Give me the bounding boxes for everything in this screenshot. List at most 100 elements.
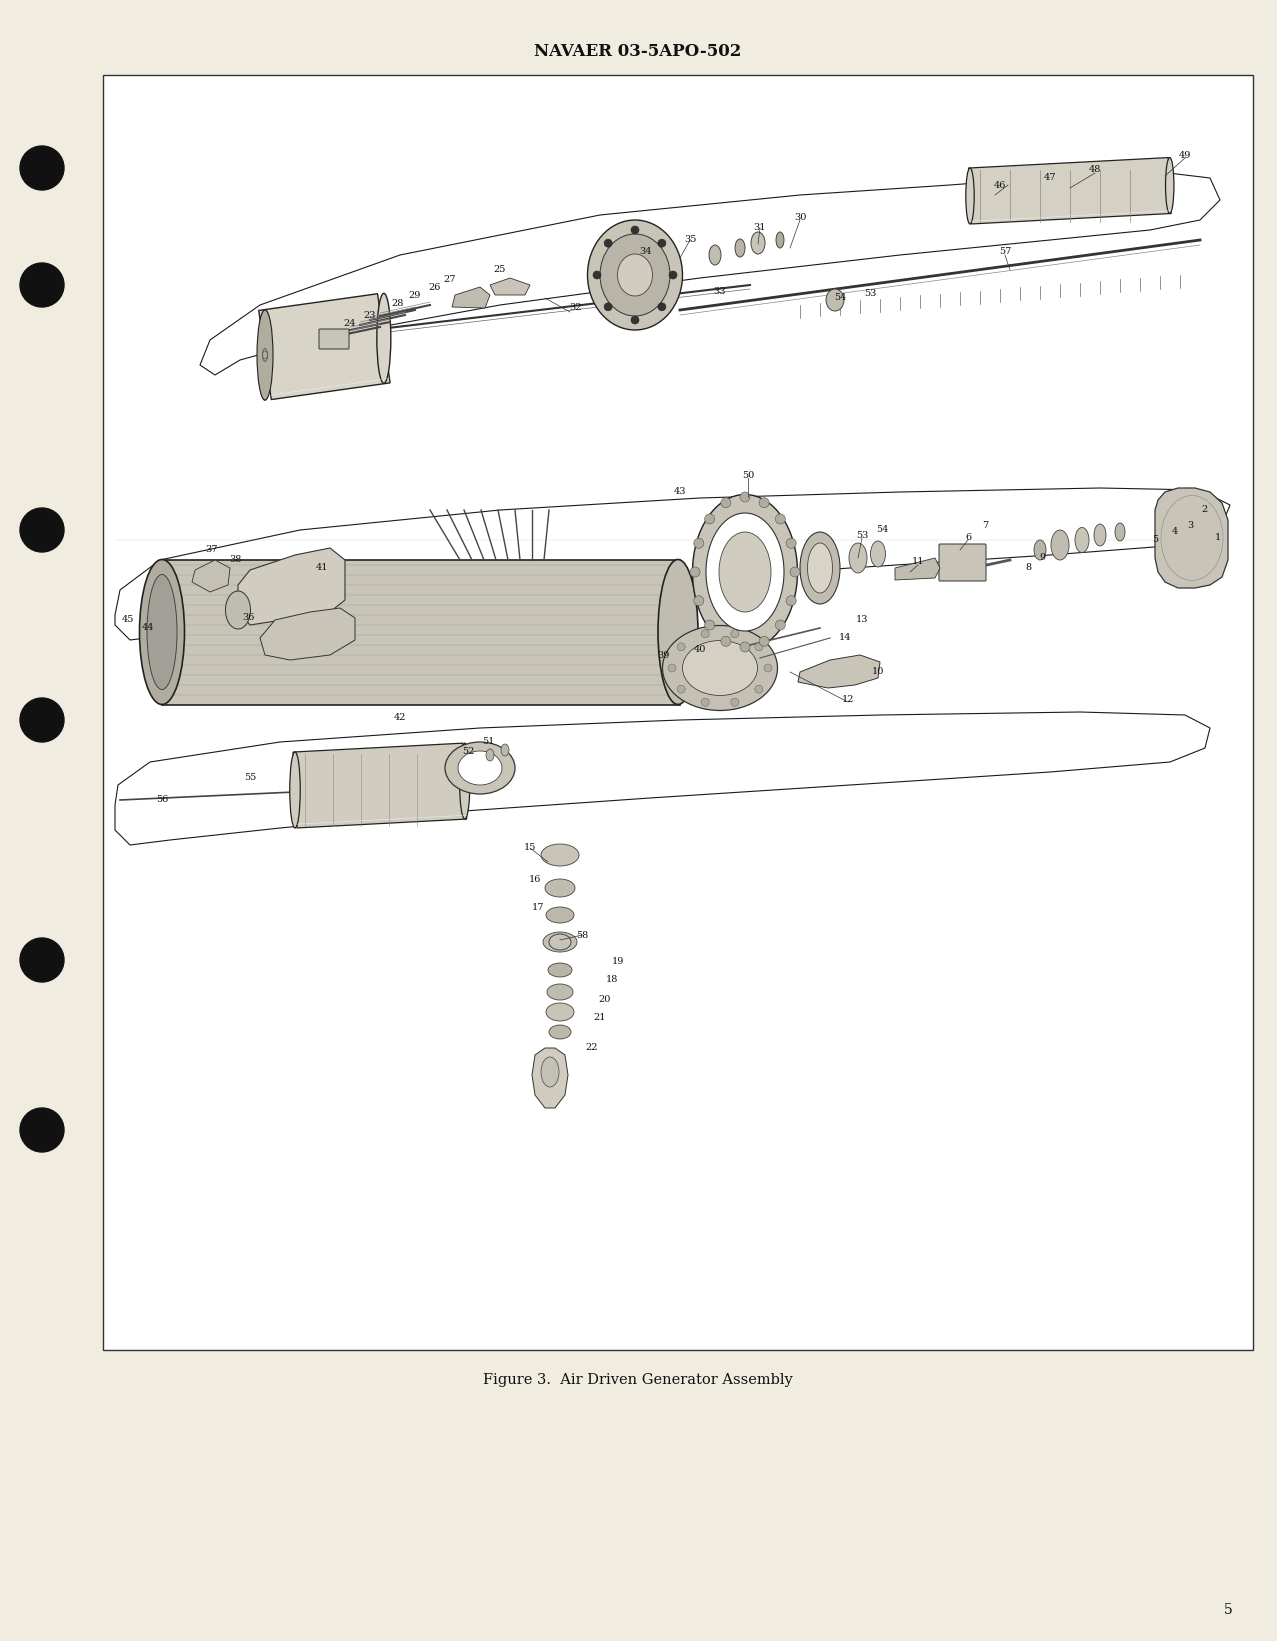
Polygon shape bbox=[192, 560, 230, 592]
Text: 37: 37 bbox=[206, 545, 218, 555]
Ellipse shape bbox=[547, 907, 573, 922]
Ellipse shape bbox=[965, 167, 974, 225]
Text: 38: 38 bbox=[229, 556, 241, 565]
Bar bbox=[103, 75, 1253, 1351]
Circle shape bbox=[20, 697, 64, 742]
Text: 9: 9 bbox=[1039, 553, 1045, 563]
Polygon shape bbox=[292, 743, 467, 829]
Ellipse shape bbox=[776, 231, 784, 248]
Circle shape bbox=[790, 568, 799, 578]
Polygon shape bbox=[533, 1049, 568, 1108]
Text: 3: 3 bbox=[1186, 520, 1193, 530]
Text: 5: 5 bbox=[1223, 1603, 1232, 1616]
Text: 50: 50 bbox=[742, 471, 755, 479]
Circle shape bbox=[631, 317, 638, 323]
Text: 48: 48 bbox=[1089, 166, 1101, 174]
Text: 18: 18 bbox=[605, 975, 618, 985]
Text: 46: 46 bbox=[994, 181, 1006, 189]
Circle shape bbox=[658, 304, 665, 310]
Ellipse shape bbox=[545, 880, 575, 898]
Circle shape bbox=[787, 538, 796, 548]
Text: 28: 28 bbox=[392, 300, 405, 309]
Text: 55: 55 bbox=[244, 773, 257, 783]
Text: 11: 11 bbox=[912, 558, 925, 566]
Ellipse shape bbox=[258, 310, 272, 400]
Ellipse shape bbox=[543, 932, 577, 952]
Ellipse shape bbox=[719, 532, 771, 612]
Text: 17: 17 bbox=[531, 904, 544, 912]
Circle shape bbox=[730, 630, 739, 638]
Text: 33: 33 bbox=[714, 287, 727, 297]
Ellipse shape bbox=[501, 743, 510, 757]
Text: 20: 20 bbox=[599, 996, 612, 1004]
Ellipse shape bbox=[547, 1003, 573, 1021]
Text: 32: 32 bbox=[568, 304, 581, 312]
Text: 42: 42 bbox=[393, 714, 406, 722]
Ellipse shape bbox=[709, 245, 722, 264]
Text: 4: 4 bbox=[1172, 527, 1179, 537]
Circle shape bbox=[604, 240, 612, 248]
Text: 16: 16 bbox=[529, 876, 541, 884]
Circle shape bbox=[593, 271, 601, 279]
Circle shape bbox=[755, 686, 762, 693]
Circle shape bbox=[720, 637, 730, 647]
Polygon shape bbox=[259, 294, 389, 399]
Circle shape bbox=[730, 697, 739, 706]
Text: 49: 49 bbox=[1179, 151, 1191, 159]
Ellipse shape bbox=[826, 289, 844, 312]
Ellipse shape bbox=[849, 543, 867, 573]
Text: 25: 25 bbox=[494, 266, 506, 274]
Ellipse shape bbox=[682, 640, 757, 696]
Circle shape bbox=[764, 665, 773, 673]
Ellipse shape bbox=[871, 542, 885, 568]
Text: 45: 45 bbox=[121, 615, 134, 625]
Text: 57: 57 bbox=[999, 248, 1011, 256]
Text: 15: 15 bbox=[524, 843, 536, 853]
Polygon shape bbox=[452, 287, 490, 309]
FancyBboxPatch shape bbox=[939, 545, 986, 581]
Text: 13: 13 bbox=[856, 615, 868, 625]
Circle shape bbox=[720, 497, 730, 507]
Ellipse shape bbox=[706, 514, 784, 632]
Ellipse shape bbox=[663, 625, 778, 711]
Text: 34: 34 bbox=[638, 248, 651, 256]
Ellipse shape bbox=[600, 235, 670, 317]
Text: 39: 39 bbox=[656, 650, 669, 660]
Polygon shape bbox=[162, 560, 679, 706]
Circle shape bbox=[604, 304, 612, 310]
Circle shape bbox=[739, 492, 750, 502]
Ellipse shape bbox=[147, 574, 178, 689]
Text: 31: 31 bbox=[753, 223, 766, 233]
Text: 5: 5 bbox=[1152, 535, 1158, 545]
Polygon shape bbox=[895, 558, 940, 579]
Text: 41: 41 bbox=[315, 563, 328, 573]
Circle shape bbox=[690, 568, 700, 578]
Circle shape bbox=[677, 643, 686, 651]
FancyBboxPatch shape bbox=[319, 328, 349, 350]
Circle shape bbox=[775, 514, 785, 523]
Text: 54: 54 bbox=[876, 525, 889, 535]
Circle shape bbox=[705, 514, 715, 523]
Circle shape bbox=[20, 939, 64, 981]
Circle shape bbox=[775, 620, 785, 630]
Text: 14: 14 bbox=[839, 633, 852, 643]
Text: 2: 2 bbox=[1202, 505, 1208, 515]
Ellipse shape bbox=[1051, 530, 1069, 560]
Ellipse shape bbox=[541, 843, 578, 866]
Circle shape bbox=[705, 620, 715, 630]
Text: 44: 44 bbox=[142, 624, 155, 632]
Circle shape bbox=[739, 642, 750, 651]
Ellipse shape bbox=[1075, 527, 1089, 553]
Polygon shape bbox=[968, 158, 1171, 223]
Text: NAVAER 03-5APO-502: NAVAER 03-5APO-502 bbox=[534, 44, 742, 61]
Ellipse shape bbox=[549, 934, 571, 950]
Text: 58: 58 bbox=[576, 930, 589, 940]
Circle shape bbox=[20, 509, 64, 551]
Ellipse shape bbox=[290, 752, 300, 829]
Ellipse shape bbox=[377, 294, 391, 384]
Text: 53: 53 bbox=[856, 530, 868, 540]
Text: 30: 30 bbox=[794, 213, 806, 223]
Text: 36: 36 bbox=[241, 614, 254, 622]
Ellipse shape bbox=[807, 543, 833, 592]
Ellipse shape bbox=[444, 742, 515, 794]
